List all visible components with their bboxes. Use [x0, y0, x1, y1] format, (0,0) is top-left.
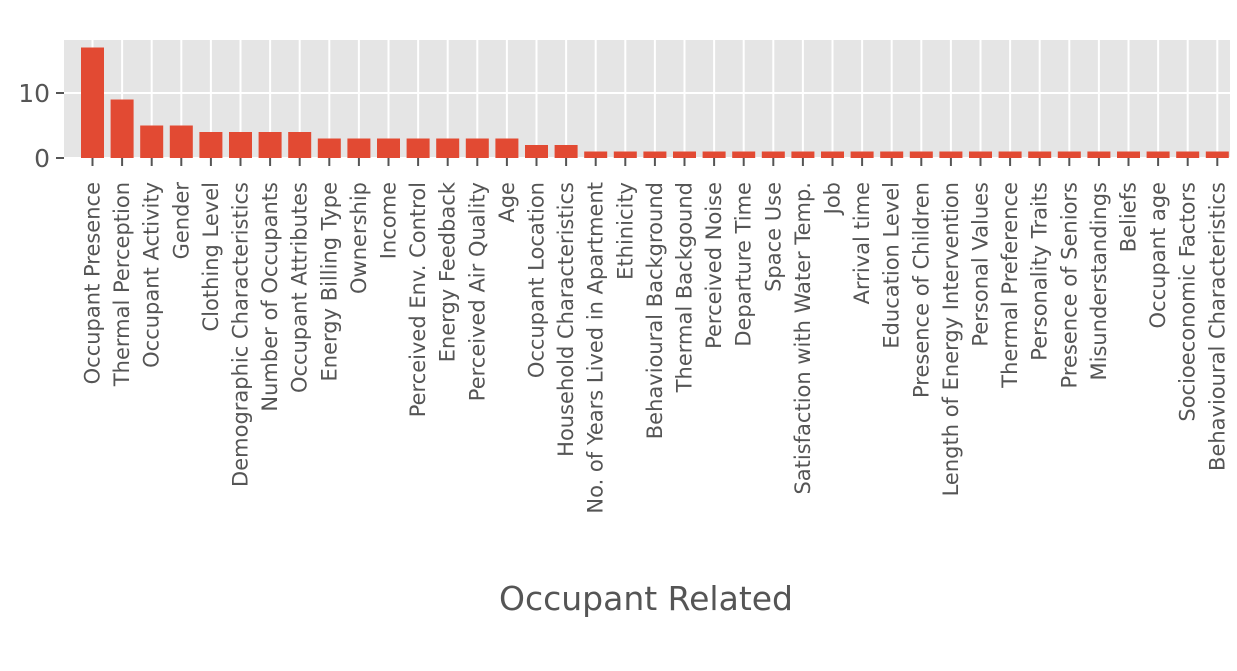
x-tick-label-31: Thermal Preference: [998, 182, 1022, 389]
x-tick-label-1: Thermal Perception: [110, 182, 134, 387]
bar-24: [791, 151, 815, 158]
x-tick-label-22: Departure Time: [732, 182, 756, 347]
x-tick-label-26: Arrival time: [850, 182, 874, 304]
x-tick-label-10: Income: [377, 182, 401, 259]
y-tick-label-0: 0: [34, 144, 50, 173]
bar-12: [436, 138, 460, 158]
x-tick-label-20: Thermal Backgound: [673, 182, 697, 393]
x-tick-label-9: Ownership: [347, 182, 371, 294]
bar-23: [761, 151, 785, 158]
x-tick-label-38: Behavioural Characteristics: [1205, 182, 1229, 471]
x-tick-label-5: Demographic Characteristics: [229, 182, 253, 487]
x-tick-label-2: Occupant Activity: [140, 182, 164, 368]
x-tick-label-4: Clothing Level: [199, 182, 223, 331]
bar-37: [1176, 151, 1200, 158]
x-tick-label-14: Age: [495, 182, 519, 223]
x-tick-label-25: Job: [821, 182, 845, 216]
x-tick-label-19: Behavioural Background: [643, 182, 667, 439]
x-tick-label-17: No. of Years Lived in Apartment: [584, 182, 608, 514]
x-tick-label-0: Occupant Presence: [81, 182, 105, 384]
bar-35: [1117, 151, 1140, 158]
plot-background: [64, 40, 1230, 158]
bar-21: [702, 151, 726, 158]
bar-7: [288, 132, 312, 158]
bar-9: [347, 138, 371, 158]
bar-18: [613, 151, 637, 158]
bar-19: [643, 151, 667, 158]
bar-1: [110, 99, 134, 158]
bar-8: [317, 138, 341, 158]
x-tick-label-7: Occupant Attributes: [288, 182, 312, 393]
bar-5: [229, 132, 252, 158]
x-tick-label-35: Beliefs: [1117, 182, 1141, 252]
x-tick-label-3: Gender: [169, 182, 193, 260]
bar-17: [584, 151, 608, 158]
x-tick-label-30: Personal Values: [969, 182, 993, 347]
bar-28: [909, 151, 933, 158]
bar-11: [406, 138, 430, 158]
x-tick-label-33: Presence of Seniors: [1057, 182, 1081, 388]
bar-3: [169, 125, 193, 158]
bar-14: [495, 138, 519, 158]
bar-16: [554, 145, 578, 158]
bar-0: [81, 47, 104, 158]
bar-15: [525, 145, 548, 158]
bar-2: [140, 125, 164, 158]
x-tick-label-12: Energy Feedback: [436, 181, 460, 362]
bar-20: [673, 151, 696, 158]
bar-30: [969, 151, 992, 158]
bar-32: [1028, 151, 1052, 158]
bars: [81, 47, 1229, 158]
x-tick-label-29: Length of Energy Intervention: [939, 182, 963, 496]
x-tick-label-18: Ethinicity: [613, 182, 637, 280]
bar-31: [998, 151, 1022, 158]
y-axis-ticks: 0 10: [18, 79, 64, 173]
x-tick-label-11: Perceived Env. Control: [406, 182, 430, 417]
x-tick-label-16: Household Characteristics: [554, 182, 578, 457]
x-tick-label-8: Energy Billing Type: [317, 182, 341, 382]
x-tick-label-23: Space Use: [761, 182, 785, 292]
x-axis-ticks: Occupant Presence Thermal Perception Occup…: [81, 158, 1229, 514]
x-axis-label: Occupant Related: [499, 579, 793, 618]
bar-33: [1057, 151, 1081, 158]
x-tick-label-34: Misunderstandings: [1087, 182, 1111, 381]
bar-27: [880, 151, 904, 158]
bar-29: [939, 151, 963, 158]
x-tick-label-32: Personality Traits: [1028, 182, 1052, 361]
bar-22: [732, 151, 756, 158]
bar-34: [1087, 151, 1111, 158]
x-tick-label-24: Satisfaction with Water Temp.: [791, 182, 815, 495]
x-tick-label-37: Socioeconomic Factors: [1176, 182, 1200, 422]
bar-38: [1205, 151, 1229, 158]
x-tick-label-21: Perceived Noise: [702, 182, 726, 349]
bar-25: [821, 151, 844, 158]
x-tick-label-13: Perceived Air Quality: [465, 182, 489, 401]
bar-36: [1146, 151, 1170, 158]
x-tick-label-6: Number of Occupants: [258, 182, 282, 412]
x-tick-label-36: Occupant age: [1146, 182, 1170, 328]
x-tick-label-27: Education Level: [880, 182, 904, 349]
bar-13: [465, 138, 489, 158]
x-tick-label-28: Presence of Children: [909, 182, 933, 398]
y-tick-label-1: 10: [18, 79, 50, 108]
bar-26: [850, 151, 874, 158]
bar-6: [258, 132, 282, 158]
x-tick-label-15: Occupant Location: [525, 182, 549, 378]
bar-4: [199, 132, 223, 158]
bar-10: [377, 138, 400, 158]
